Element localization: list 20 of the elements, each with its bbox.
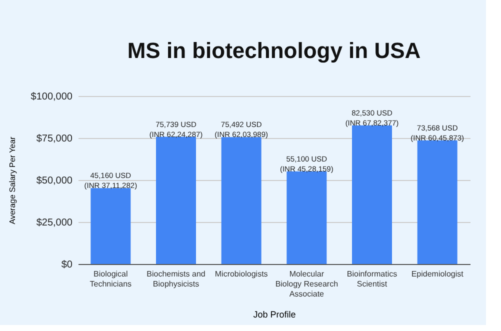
x-axis-title: Job Profile [253,310,296,320]
x-tick-label: Epidemiologist [411,270,464,278]
x-tick-label: Biochemists and Biophysicists [146,270,206,288]
x-tick-label: Bioinformatics Scientist [346,270,398,288]
bar [156,136,196,264]
bar [417,140,458,264]
y-tick-label: $0 [61,260,73,270]
y-tick-label: $25,000 [36,218,73,228]
bar [221,137,262,264]
y-tick-label: $50,000 [36,176,73,186]
y-axis-title: Average Salary Per Year [8,136,17,224]
bar [352,125,392,264]
x-tick-label: Biological Technicians [90,270,132,288]
bar [286,171,327,264]
y-tick-label: $100,000 [30,92,73,102]
y-tick-label: $75,000 [36,134,73,144]
x-tick-label: Microbiologists [214,270,268,278]
chart-title: MS in biotechnology in USA [127,38,421,63]
x-tick-label: Molecular Biology Research Associate [275,270,338,298]
bar [90,188,131,264]
